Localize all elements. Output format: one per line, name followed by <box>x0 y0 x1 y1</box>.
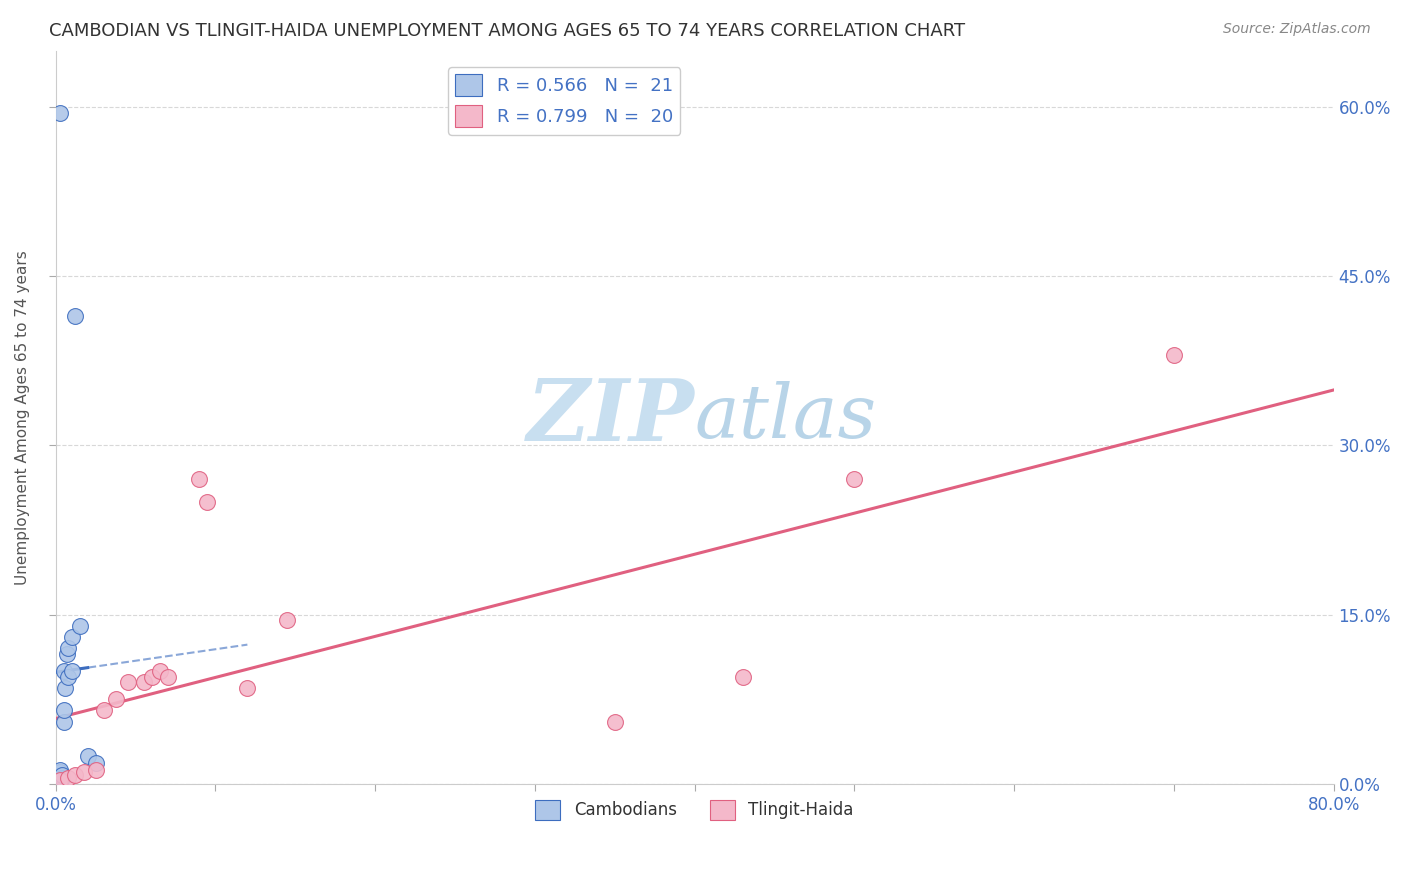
Point <box>51 771 73 785</box>
Point <box>197 495 219 509</box>
Point <box>84 763 107 777</box>
Point <box>52 714 75 729</box>
Point <box>844 472 866 486</box>
Point <box>141 670 163 684</box>
Point <box>276 613 298 627</box>
Point <box>49 105 72 120</box>
Point <box>52 703 75 717</box>
Point <box>76 748 98 763</box>
Text: ZIP: ZIP <box>527 376 695 459</box>
Text: atlas: atlas <box>695 381 877 453</box>
Point <box>188 472 211 486</box>
Text: Source: ZipAtlas.com: Source: ZipAtlas.com <box>1223 22 1371 37</box>
Point <box>93 703 115 717</box>
Point <box>49 771 72 785</box>
Point <box>69 619 91 633</box>
Point <box>49 765 72 780</box>
Point <box>63 309 86 323</box>
Point <box>56 647 79 661</box>
Point <box>58 670 80 684</box>
Point <box>73 765 96 780</box>
Point <box>60 664 83 678</box>
Legend: Cambodians, Tlingit-Haida: Cambodians, Tlingit-Haida <box>529 793 860 827</box>
Point <box>117 675 139 690</box>
Text: CAMBODIAN VS TLINGIT-HAIDA UNEMPLOYMENT AMONG AGES 65 TO 74 YEARS CORRELATION CH: CAMBODIAN VS TLINGIT-HAIDA UNEMPLOYMENT … <box>49 22 966 40</box>
Point <box>49 773 72 788</box>
Point <box>49 773 72 788</box>
Point <box>58 771 80 785</box>
Point <box>156 670 179 684</box>
Point <box>603 714 626 729</box>
Point <box>49 768 72 782</box>
Point <box>84 756 107 771</box>
Point <box>49 763 72 777</box>
Point <box>731 670 754 684</box>
Point <box>132 675 155 690</box>
Point <box>52 664 75 678</box>
Point <box>58 641 80 656</box>
Point <box>1163 348 1185 362</box>
Point <box>105 692 128 706</box>
Y-axis label: Unemployment Among Ages 65 to 74 years: Unemployment Among Ages 65 to 74 years <box>15 250 30 584</box>
Point <box>236 681 259 695</box>
Point <box>148 664 170 678</box>
Point <box>51 768 73 782</box>
Point <box>63 768 86 782</box>
Point <box>60 630 83 644</box>
Point <box>53 681 76 695</box>
